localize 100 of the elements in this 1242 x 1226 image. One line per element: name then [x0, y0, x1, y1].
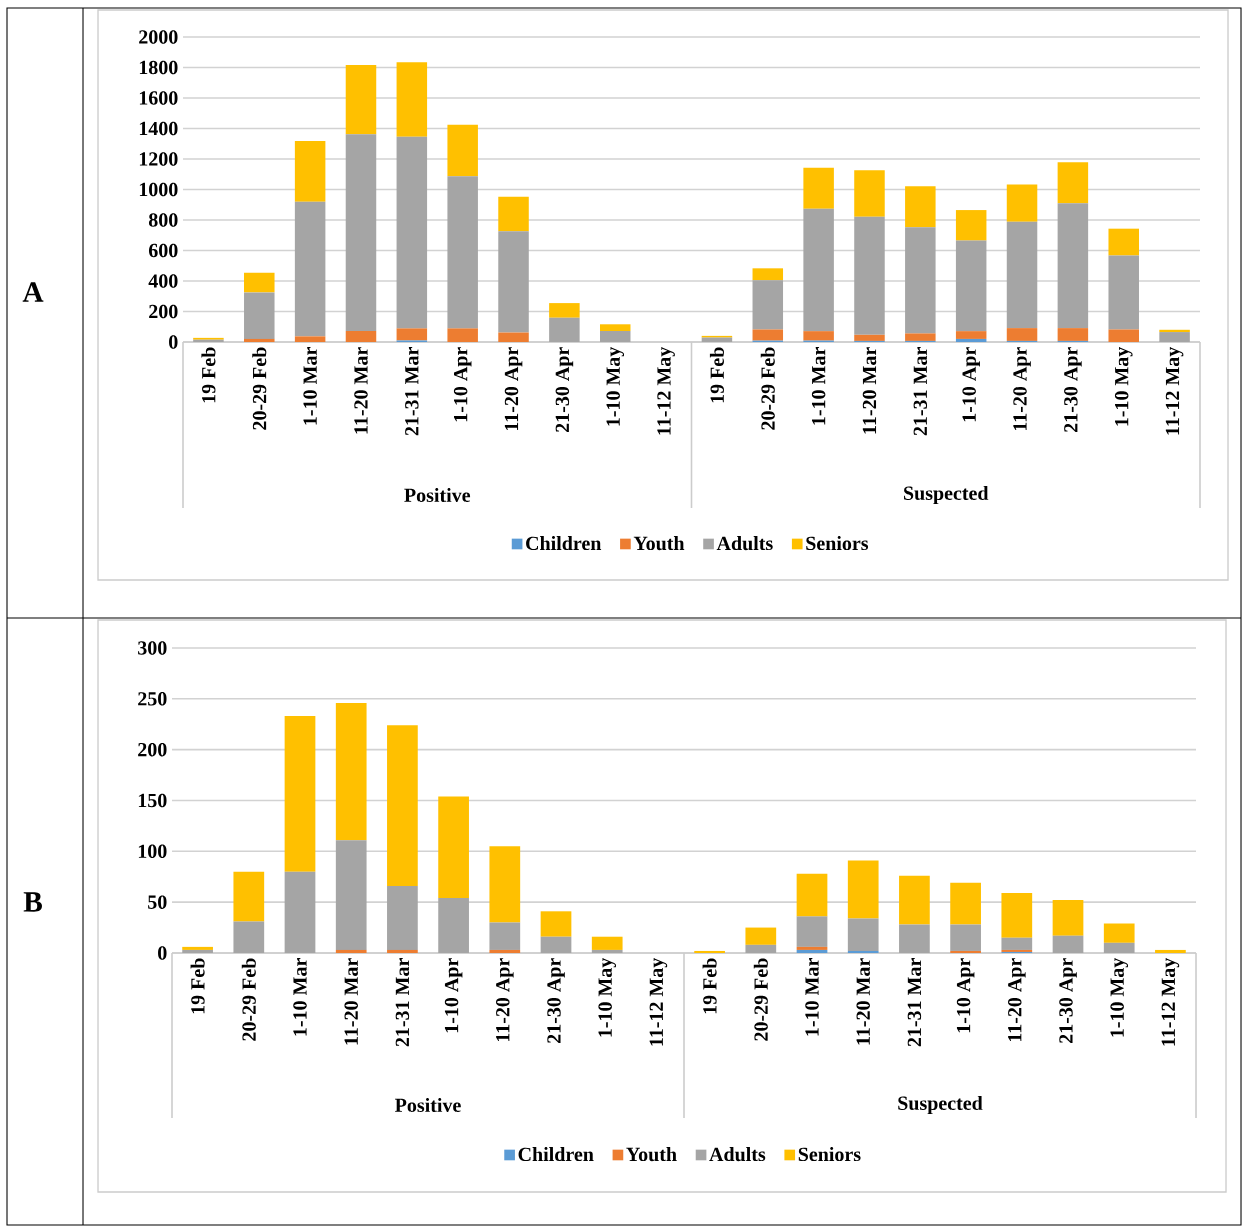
y-tick-label: 1000 [139, 182, 178, 197]
x-tick-label: 20-29 Feb [753, 958, 768, 1041]
bar [498, 332, 529, 342]
bar [387, 885, 418, 950]
bar [1001, 937, 1033, 950]
bar [540, 911, 572, 937]
bar [599, 331, 631, 342]
bar [854, 216, 885, 335]
bar [803, 208, 834, 332]
bar [335, 949, 367, 953]
bar [854, 334, 885, 341]
bar [438, 898, 469, 953]
bar [447, 176, 478, 329]
y-tick-label: 1400 [139, 121, 178, 136]
x-tick-label: 21-31 Mar [913, 347, 928, 436]
bar [294, 201, 326, 337]
bar [803, 167, 834, 209]
x-tick-label: 21-30 Apr [547, 958, 565, 1043]
bar [284, 716, 316, 872]
text: Positive [404, 487, 471, 503]
bar [1159, 332, 1190, 342]
y-tick-label: 200 [149, 304, 178, 319]
text: Suspected [898, 1095, 983, 1115]
x-tick-label: 21-31 Mar [405, 347, 419, 436]
x-tick-label: 1-10 Apr [962, 347, 980, 422]
bar [345, 331, 377, 342]
bar [489, 846, 521, 923]
bar [1057, 162, 1089, 204]
x-tick-label: 11-20 Mar [344, 958, 358, 1045]
x-tick-label: 19 Feb [702, 958, 717, 1014]
x-tick-label: 11-20 Apr [1013, 347, 1031, 431]
bar [244, 338, 275, 342]
x-tick-label: 1-10 May [606, 346, 625, 426]
bar [955, 240, 987, 332]
x-tick-label: 1-10 May [1114, 346, 1133, 426]
bar [899, 875, 930, 925]
x-tick-label: 11-12 May [1165, 346, 1184, 435]
legend-label: Adults [716, 536, 773, 551]
bar [438, 796, 469, 899]
bar [803, 331, 834, 341]
x-tick-label: 1-10 Mar [293, 958, 307, 1036]
bar [1006, 221, 1038, 329]
bar [244, 272, 275, 293]
text: Positive [395, 1097, 461, 1113]
bar [796, 916, 828, 947]
bar [1001, 893, 1033, 938]
text: A [22, 282, 44, 302]
x-tick-label: 1-10 Mar [811, 347, 826, 425]
bar [335, 702, 367, 841]
bar [905, 333, 936, 341]
bar [396, 328, 428, 341]
bar [1103, 923, 1135, 943]
bar [244, 292, 275, 339]
x-tick-label: 11-12 May [649, 957, 668, 1046]
y-tick-label: 400 [148, 274, 178, 288]
bar [233, 921, 265, 953]
bar [498, 196, 529, 232]
x-tick-label: 1-10 May [598, 957, 617, 1037]
bar [233, 871, 265, 922]
bar [396, 62, 428, 137]
y-tick-label: 50 [148, 895, 167, 909]
x-tick-label: 20-29 Feb [252, 347, 267, 430]
x-tick-label: 21-30 Apr [555, 347, 574, 432]
text: Suspected [904, 485, 989, 505]
bar [284, 871, 316, 953]
bar [955, 210, 987, 241]
x-tick-label: 11-12 May [1161, 957, 1180, 1046]
bar [955, 331, 987, 339]
bar [745, 927, 777, 945]
legend-label: Seniors [806, 536, 869, 551]
y-tick-label: 800 [148, 213, 178, 227]
x-tick-label: 11-20 Apr [496, 958, 514, 1042]
bar [847, 860, 879, 919]
x-tick-label: 21-30 Apr [1064, 347, 1082, 432]
bar [335, 840, 367, 950]
bar [752, 329, 784, 341]
bar [549, 317, 580, 342]
bar [599, 324, 631, 331]
bar [1155, 949, 1186, 953]
legend-label: Children [518, 1147, 594, 1162]
bar [1006, 184, 1038, 222]
legend-label: Adults [709, 1147, 766, 1162]
bar [1108, 228, 1139, 256]
bar [950, 950, 981, 953]
bar [1052, 900, 1084, 936]
bar [294, 140, 326, 202]
bar [796, 873, 828, 917]
bar [905, 227, 936, 334]
bar [489, 949, 521, 953]
bar [396, 136, 428, 329]
legend-label: Children [526, 536, 602, 551]
bar [1006, 328, 1038, 341]
bar [1057, 203, 1089, 329]
x-tick-label: 11-20 Apr [504, 347, 523, 431]
bar [387, 725, 418, 886]
bar [1108, 255, 1139, 330]
x-tick-label: 20-29 Feb [241, 958, 256, 1041]
legend-label: Youth [626, 1147, 677, 1162]
bar [1052, 935, 1084, 953]
bar [847, 918, 879, 951]
